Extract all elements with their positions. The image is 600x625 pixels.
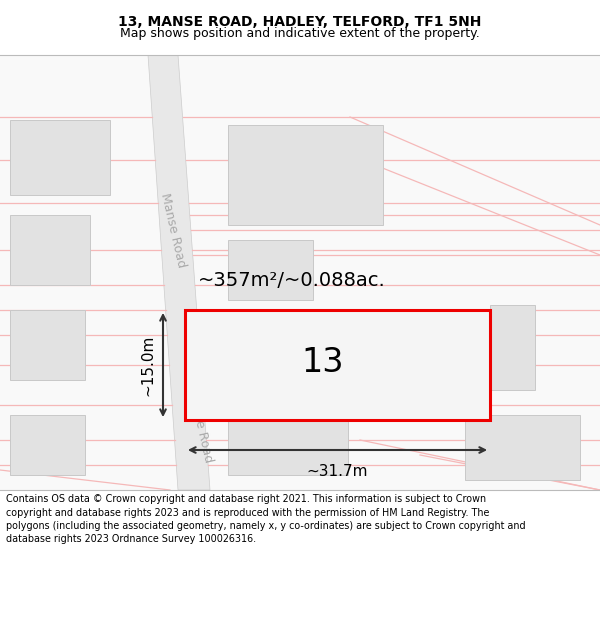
Text: Map shows position and indicative extent of the property.: Map shows position and indicative extent…	[120, 27, 480, 39]
Bar	[185, 310, 490, 420]
Text: 13, MANSE ROAD, HADLEY, TELFORD, TF1 5NH: 13, MANSE ROAD, HADLEY, TELFORD, TF1 5NH	[118, 16, 482, 29]
Bar	[10, 215, 90, 285]
Bar	[10, 310, 85, 380]
Text: Manse Road: Manse Road	[185, 386, 215, 464]
Bar	[10, 415, 85, 475]
Bar	[465, 415, 580, 480]
Polygon shape	[148, 55, 210, 490]
Text: Manse Road: Manse Road	[158, 191, 188, 269]
Bar	[228, 125, 383, 225]
Bar	[228, 240, 313, 300]
Text: ~31.7m: ~31.7m	[307, 464, 368, 479]
Bar	[228, 315, 348, 380]
Text: Contains OS data © Crown copyright and database right 2021. This information is : Contains OS data © Crown copyright and d…	[6, 494, 526, 544]
Text: ~15.0m: ~15.0m	[140, 334, 155, 396]
Bar	[10, 120, 110, 195]
Text: 13: 13	[301, 346, 343, 379]
Bar	[228, 410, 348, 475]
Text: ~357m²/~0.088ac.: ~357m²/~0.088ac.	[198, 271, 386, 289]
Bar	[490, 305, 535, 390]
